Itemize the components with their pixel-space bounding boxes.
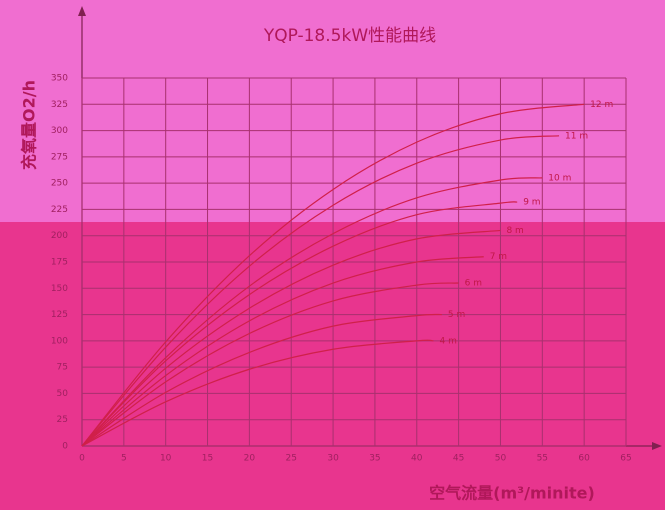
y-axis-label: 充氧量O2/h	[20, 80, 39, 170]
chart-title: YQP-18.5kW性能曲线	[263, 26, 436, 46]
curve-label: 6 m	[465, 279, 482, 289]
y-tick-label: 200	[51, 231, 68, 241]
x-tick-label: 65	[620, 454, 631, 464]
x-tick-label: 55	[537, 454, 548, 464]
curve	[81, 135, 560, 447]
curve-label: 10 m	[548, 173, 571, 183]
background-bottom	[0, 222, 665, 510]
y-tick-label: 125	[51, 310, 68, 320]
curve-label: 12 m	[590, 100, 613, 110]
y-tick-label: 325	[51, 100, 68, 110]
y-tick-label: 250	[51, 179, 68, 189]
y-tick-label: 75	[57, 363, 68, 373]
background-top	[0, 0, 665, 222]
curve	[81, 201, 518, 447]
x-tick-label: 10	[160, 454, 172, 464]
x-tick-label: 35	[369, 454, 380, 464]
x-tick-label: 40	[411, 454, 423, 464]
curve-label: 11 m	[565, 131, 588, 141]
curve-label: 8 m	[506, 226, 523, 236]
x-tick-label: 25	[286, 454, 297, 464]
y-tick-label: 275	[51, 152, 68, 162]
x-tick-label: 5	[121, 454, 127, 464]
y-arrow	[78, 6, 86, 16]
curve	[81, 229, 501, 447]
y-tick-label: 150	[51, 284, 68, 294]
curve	[81, 313, 442, 447]
y-tick-label: 225	[51, 205, 68, 215]
curve	[81, 177, 543, 447]
curve-label: 9 m	[523, 198, 540, 208]
y-tick-label: 25	[57, 415, 68, 425]
curve	[81, 103, 585, 447]
x-tick-label: 30	[327, 454, 339, 464]
y-tick-label: 350	[51, 74, 68, 84]
x-tick-label: 45	[453, 454, 464, 464]
y-tick-label: 175	[51, 258, 68, 268]
curve	[81, 256, 484, 447]
curve-label: 7 m	[490, 252, 507, 262]
y-tick-label: 50	[57, 389, 69, 399]
x-tick-label: 20	[244, 454, 256, 464]
x-arrow	[652, 442, 662, 450]
curve-label: 5 m	[448, 310, 465, 320]
curve	[81, 282, 459, 447]
y-tick-label: 300	[51, 126, 68, 136]
curve	[81, 339, 434, 447]
y-tick-label: 100	[51, 336, 68, 346]
x-tick-label: 0	[79, 454, 85, 464]
x-axis-label: 空气流量(m³/minite)	[429, 484, 595, 503]
x-tick-label: 60	[578, 454, 590, 464]
x-tick-label: 50	[495, 454, 507, 464]
x-tick-label: 15	[202, 454, 213, 464]
y-tick-label: 0	[62, 442, 68, 452]
curve-label: 4 m	[440, 336, 457, 346]
